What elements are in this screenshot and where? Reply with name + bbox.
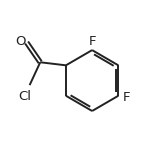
Text: F: F xyxy=(88,35,96,48)
Text: O: O xyxy=(15,35,26,48)
Text: Cl: Cl xyxy=(18,90,31,103)
Text: F: F xyxy=(123,91,130,104)
